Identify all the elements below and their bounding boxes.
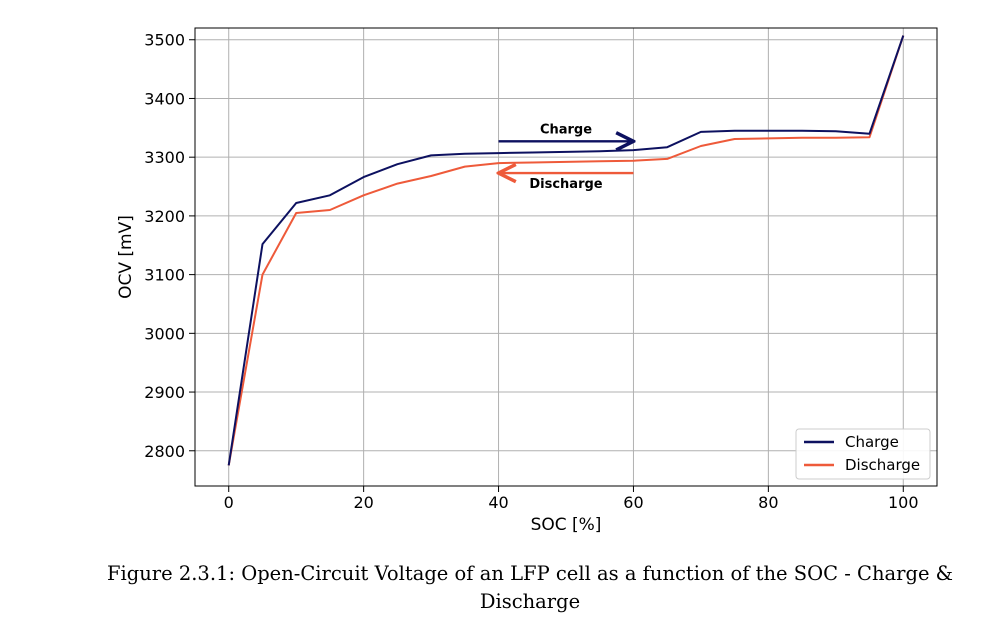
x-tick-label: 40: [488, 493, 508, 512]
y-tick-label: 3400: [144, 89, 185, 108]
charge-annotation: Charge: [540, 122, 592, 137]
charge-line: [227, 35, 905, 466]
x-tick-label: 60: [623, 493, 643, 512]
y-axis-label: OCV [mV]: [116, 215, 136, 299]
x-axis-label: SOC [%]: [531, 515, 602, 535]
x-tick-label: 0: [224, 493, 234, 512]
plot-frame: [194, 27, 938, 487]
y-tick-label: 3300: [144, 148, 185, 167]
legend-label: Charge: [845, 433, 899, 451]
annotations: Charge Discharge: [499, 122, 634, 192]
y-tick-label: 3500: [144, 31, 185, 50]
figure-caption: Figure 2.3.1: Open-Circuit Voltage of an…: [106, 562, 954, 613]
x-tick-label: 100: [888, 493, 919, 512]
y-tick-label: 3200: [144, 207, 185, 226]
y-tick-label: 2800: [144, 442, 185, 461]
x-tick-label: 80: [758, 493, 778, 512]
grid: [195, 28, 937, 486]
discharge-annotation: Discharge: [529, 177, 602, 192]
ocv-soc-chart: Charge Discharge 0 20 40 60 80 100 2800 2900 3000…: [116, 27, 938, 535]
y-tick-label: 2900: [144, 383, 185, 402]
discharge-line: [227, 35, 905, 466]
ticks: 0 20 40 60 80 100 2800 2900 3000 3100 3200 3300 3400…: [144, 31, 918, 512]
legend-label: Discharge: [845, 456, 920, 474]
x-tick-label: 20: [353, 493, 373, 512]
y-tick-label: 3100: [144, 266, 185, 285]
y-tick-label: 3000: [144, 324, 185, 343]
series: [227, 35, 905, 466]
legend: Charge Discharge: [795, 428, 931, 480]
